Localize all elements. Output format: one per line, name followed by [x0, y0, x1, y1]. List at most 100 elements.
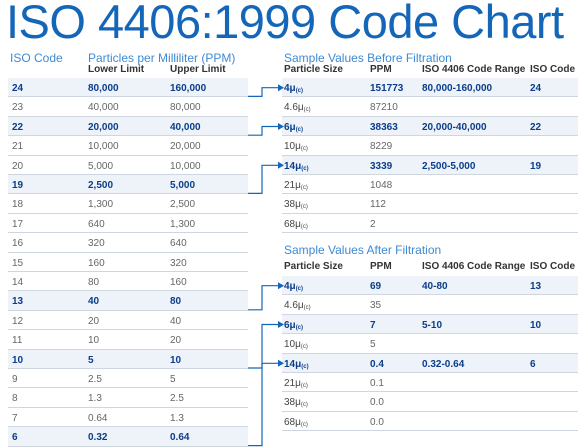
arrowhead-icon: [278, 321, 284, 328]
cell-size-sub: (c): [300, 204, 308, 211]
table-row: 38μ(c) 0.0: [282, 392, 578, 412]
after-ppm-header: PPM: [370, 261, 392, 272]
cell-upper: 2.5: [170, 393, 184, 405]
connector-line: [248, 164, 278, 194]
connector-line: [248, 87, 278, 97]
cell-code: 9: [12, 374, 18, 385]
cell-size: 38μ(c): [284, 397, 308, 408]
connector-line: [248, 323, 278, 369]
cell-size: 14μ(c): [284, 359, 309, 370]
before-range-header: ISO 4406 Code Range: [422, 64, 526, 75]
connector-line: [248, 362, 278, 447]
cell-code: 10: [12, 354, 24, 366]
cell-size-sub: (c): [295, 286, 304, 292]
arrowhead-icon: [278, 84, 284, 92]
cell-code: 22: [12, 121, 24, 133]
cell-code: 8: [12, 393, 18, 405]
cell-ppm: 0.0: [370, 416, 384, 428]
cell-ppm: 7: [370, 319, 376, 331]
cell-upper: 10,000: [170, 160, 201, 172]
cell-lower: 80: [88, 277, 100, 288]
cell-upper: 5,000: [170, 180, 196, 191]
before-code-header: ISO Code: [530, 64, 576, 75]
table-row: 7 0.64 1.3: [8, 408, 248, 428]
cell-size-text: 4.6μ: [284, 300, 304, 312]
table-row: 20 5,000 10,000: [8, 156, 248, 175]
cell-code: 12: [12, 315, 24, 327]
cell-lower: 2,500: [88, 180, 114, 191]
connector-line: [248, 285, 278, 311]
after-heading: Sample Values After Filtration: [284, 243, 442, 257]
table-row: 21μ(c) 1048: [282, 175, 578, 195]
table-row: 16 320 640: [8, 233, 248, 253]
cell-code: 23: [12, 102, 24, 114]
cell-lower: 1.3: [88, 393, 102, 405]
cell-size-text: 38μ: [284, 199, 301, 211]
table-row: 4.6μ(c) 35: [282, 295, 578, 315]
cell-size-sub: (c): [300, 383, 308, 389]
cell-size-text: 68μ: [284, 416, 301, 428]
cell-size-sub: (c): [295, 324, 304, 331]
cell-size-sub: (c): [295, 126, 304, 133]
cell-size-text: 21μ: [284, 378, 301, 389]
cell-ppm: 112: [370, 199, 386, 211]
cell-size-sub: (c): [300, 402, 308, 409]
cell-range: 2,500-5,000: [422, 160, 476, 172]
cell-upper: 160,000: [170, 83, 207, 94]
cell-size: 6μ(c): [284, 320, 303, 331]
cell-ppm: 38363: [370, 121, 398, 133]
cell-upper: 1.3: [170, 412, 184, 424]
cell-size-text: 14μ: [284, 358, 302, 370]
cell-code: 22: [530, 121, 542, 133]
cell-size: 4μ(c): [284, 281, 303, 292]
arrowhead-icon: [278, 359, 284, 367]
cell-size: 4.6μ(c): [284, 300, 311, 311]
cell-upper: 20: [170, 335, 182, 347]
cell-size: 38μ(c): [284, 199, 308, 210]
cell-lower: 160: [88, 257, 105, 269]
lower-limit-header: Lower Limit: [88, 64, 145, 75]
cell-upper: 1,300: [170, 218, 196, 230]
cell-upper: 160: [170, 277, 187, 288]
cell-ppm: 1048: [370, 180, 393, 191]
cell-code: 7: [12, 412, 18, 424]
cell-upper: 80: [170, 296, 182, 308]
table-row: 10μ(c) 5: [282, 334, 578, 354]
cell-ppm: 69: [370, 281, 382, 292]
table-row: 17 640 1,300: [8, 214, 248, 234]
cell-lower: 2.5: [88, 374, 102, 385]
cell-upper: 80,000: [170, 102, 201, 114]
table-row: 4.6μ(c) 87210: [282, 97, 578, 117]
cell-upper: 40,000: [170, 121, 201, 133]
arrowhead-icon: [278, 161, 284, 169]
table-row: 6μ(c) 7 5-10 10: [282, 314, 578, 335]
cell-code: 21: [12, 141, 24, 153]
cell-size-text: 6μ: [284, 319, 296, 331]
connector-arrows: [248, 84, 284, 447]
cell-size-sub: (c): [303, 107, 311, 114]
after-range-header: ISO 4406 Code Range: [422, 261, 526, 272]
cell-size-sub: (c): [301, 363, 309, 370]
cell-size-text: 4.6μ: [284, 102, 304, 114]
cell-code: 14: [12, 277, 24, 288]
cell-size: 68μ(c): [284, 417, 308, 428]
arrowhead-icon: [278, 123, 284, 130]
ppm-header: Particles per Milliliter (PPM): [88, 51, 236, 65]
upper-limit-header: Upper Limit: [170, 64, 226, 75]
cell-code: 15: [12, 257, 24, 269]
cell-size: 10μ(c): [284, 339, 308, 350]
table-row: 22 20,000 40,000: [8, 116, 248, 137]
cell-ppm: 0.0: [370, 397, 384, 409]
table-row: 18 1,300 2,500: [8, 194, 248, 214]
cell-code: 13: [530, 281, 542, 292]
cell-upper: 320: [170, 257, 187, 269]
cell-lower: 320: [88, 238, 105, 250]
cell-size: 6μ(c): [284, 122, 303, 133]
cell-code: 24: [530, 83, 542, 94]
table-row: 24 80,000 160,000: [8, 78, 248, 98]
cell-code: 16: [12, 238, 24, 250]
cell-code: 10: [530, 319, 542, 331]
cell-ppm: 35: [370, 300, 382, 312]
cell-lower: 20,000: [88, 121, 119, 133]
cell-size: 21μ(c): [284, 378, 308, 389]
